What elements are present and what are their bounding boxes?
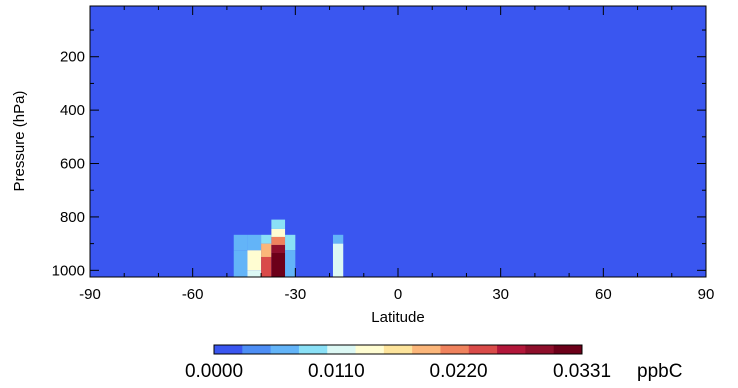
heatmap-cell xyxy=(261,243,272,257)
heatmap-cell xyxy=(261,256,272,277)
x-tick-label: 90 xyxy=(698,286,715,303)
colorbar-units: ppbC xyxy=(637,361,682,382)
heatmap-cell xyxy=(332,243,344,277)
heatmap-cell xyxy=(332,234,344,244)
colorbar-tick-label: 0.0331 xyxy=(553,361,611,382)
colorbar-swatch xyxy=(468,345,498,354)
heatmap-cell xyxy=(285,250,296,277)
colorbar-tick-label: 0.0110 xyxy=(308,361,365,382)
heatmap-cell xyxy=(271,252,286,277)
heatmap-cell xyxy=(271,219,286,229)
heatmap-cells xyxy=(233,219,344,277)
colorbar-swatch xyxy=(553,345,583,354)
x-axis-label: Latitude xyxy=(371,309,424,326)
heatmap-cell xyxy=(261,234,272,244)
colorbar-swatch xyxy=(270,345,300,354)
colorbar-swatch xyxy=(412,345,441,354)
colorbar-swatch xyxy=(525,345,555,354)
colorbar-tick-label: 0.0000 xyxy=(185,361,243,382)
colorbar-swatch xyxy=(497,345,526,354)
x-tick-label: -30 xyxy=(284,286,306,303)
y-tick-label: 400 xyxy=(60,102,85,119)
colorbar-swatch xyxy=(214,345,243,354)
x-tick-label: 60 xyxy=(595,286,612,303)
x-tick-label: 30 xyxy=(492,286,509,303)
y-axis-label: Pressure (hPa) xyxy=(11,91,28,192)
heatmap-cell xyxy=(247,250,262,271)
colorbar-tick-label: 0.0220 xyxy=(430,361,488,382)
heatmap-cell xyxy=(271,244,286,253)
colorbar-swatch xyxy=(440,345,470,354)
y-tick-label: 1000 xyxy=(52,262,85,279)
colorbar-swatch xyxy=(355,345,385,354)
heatmap-cell xyxy=(271,228,286,237)
heatmap-cell xyxy=(271,236,286,245)
colorbar-frame xyxy=(213,344,583,355)
heatmap-cell xyxy=(247,234,262,251)
heatmap-cell xyxy=(285,234,296,251)
x-tick-label: 0 xyxy=(394,286,402,303)
heatmap-cell xyxy=(247,270,262,277)
x-axis: -90 -60 -30 0 30 60 90 xyxy=(79,6,714,303)
y-axis: 200 400 600 800 1000 xyxy=(52,29,706,279)
y-tick-label: 800 xyxy=(60,209,85,226)
colorbar-swatch xyxy=(383,345,413,354)
y-tick-label: 600 xyxy=(60,156,85,173)
plot-background xyxy=(90,6,706,277)
colorbar: 0.0000 0.0110 0.0220 0.0331 ppbC xyxy=(185,344,682,382)
x-tick-label: -60 xyxy=(182,286,204,303)
y-tick-label: 200 xyxy=(60,49,85,66)
colorbar-swatch xyxy=(298,345,328,354)
colorbar-swatch xyxy=(242,345,272,354)
heatmap-cell xyxy=(233,250,248,277)
heatmap-cell xyxy=(233,234,248,251)
x-tick-label: -90 xyxy=(79,286,101,303)
colorbar-swatch xyxy=(327,345,356,354)
